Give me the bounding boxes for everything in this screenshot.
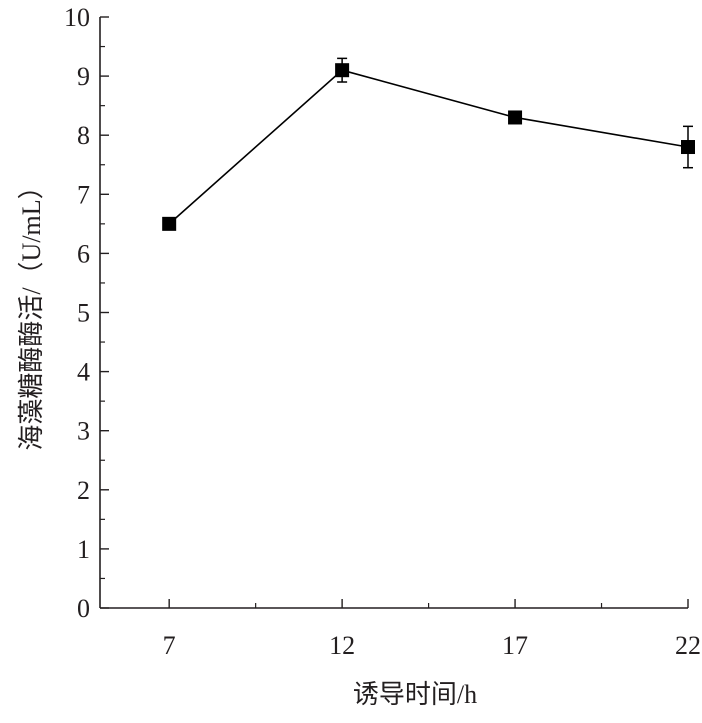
- y-tick-label: 6: [77, 239, 90, 268]
- y-tick-label: 3: [77, 417, 90, 446]
- y-tick-label: 7: [77, 180, 90, 209]
- y-tick-label: 9: [77, 62, 90, 91]
- y-tick-label: 8: [77, 121, 90, 150]
- data-point-marker: [335, 63, 350, 78]
- data-point-marker: [681, 140, 695, 155]
- y-axis-title: 海藻糖酶酶活/（U/mL）: [17, 173, 46, 450]
- axes: [99, 17, 688, 609]
- series-line: [168, 69, 689, 225]
- x-tick-label: 12: [329, 631, 355, 660]
- y-tick-label: 4: [77, 358, 90, 387]
- data-point-marker: [508, 110, 523, 125]
- y-tick-label: 0: [77, 594, 90, 623]
- data-point-marker: [162, 216, 177, 231]
- x-tick-label: 22: [675, 631, 701, 660]
- y-tick-label: 1: [77, 535, 90, 564]
- x-axis-title: 诱导时间/h: [353, 680, 477, 709]
- x-tick-label: 17: [502, 631, 528, 660]
- y-tick-label: 5: [77, 299, 90, 328]
- series: [162, 57, 695, 231]
- y-tick-label: 2: [77, 476, 90, 505]
- y-tick-label: 10: [64, 3, 90, 32]
- x-tick-label: 7: [163, 631, 176, 660]
